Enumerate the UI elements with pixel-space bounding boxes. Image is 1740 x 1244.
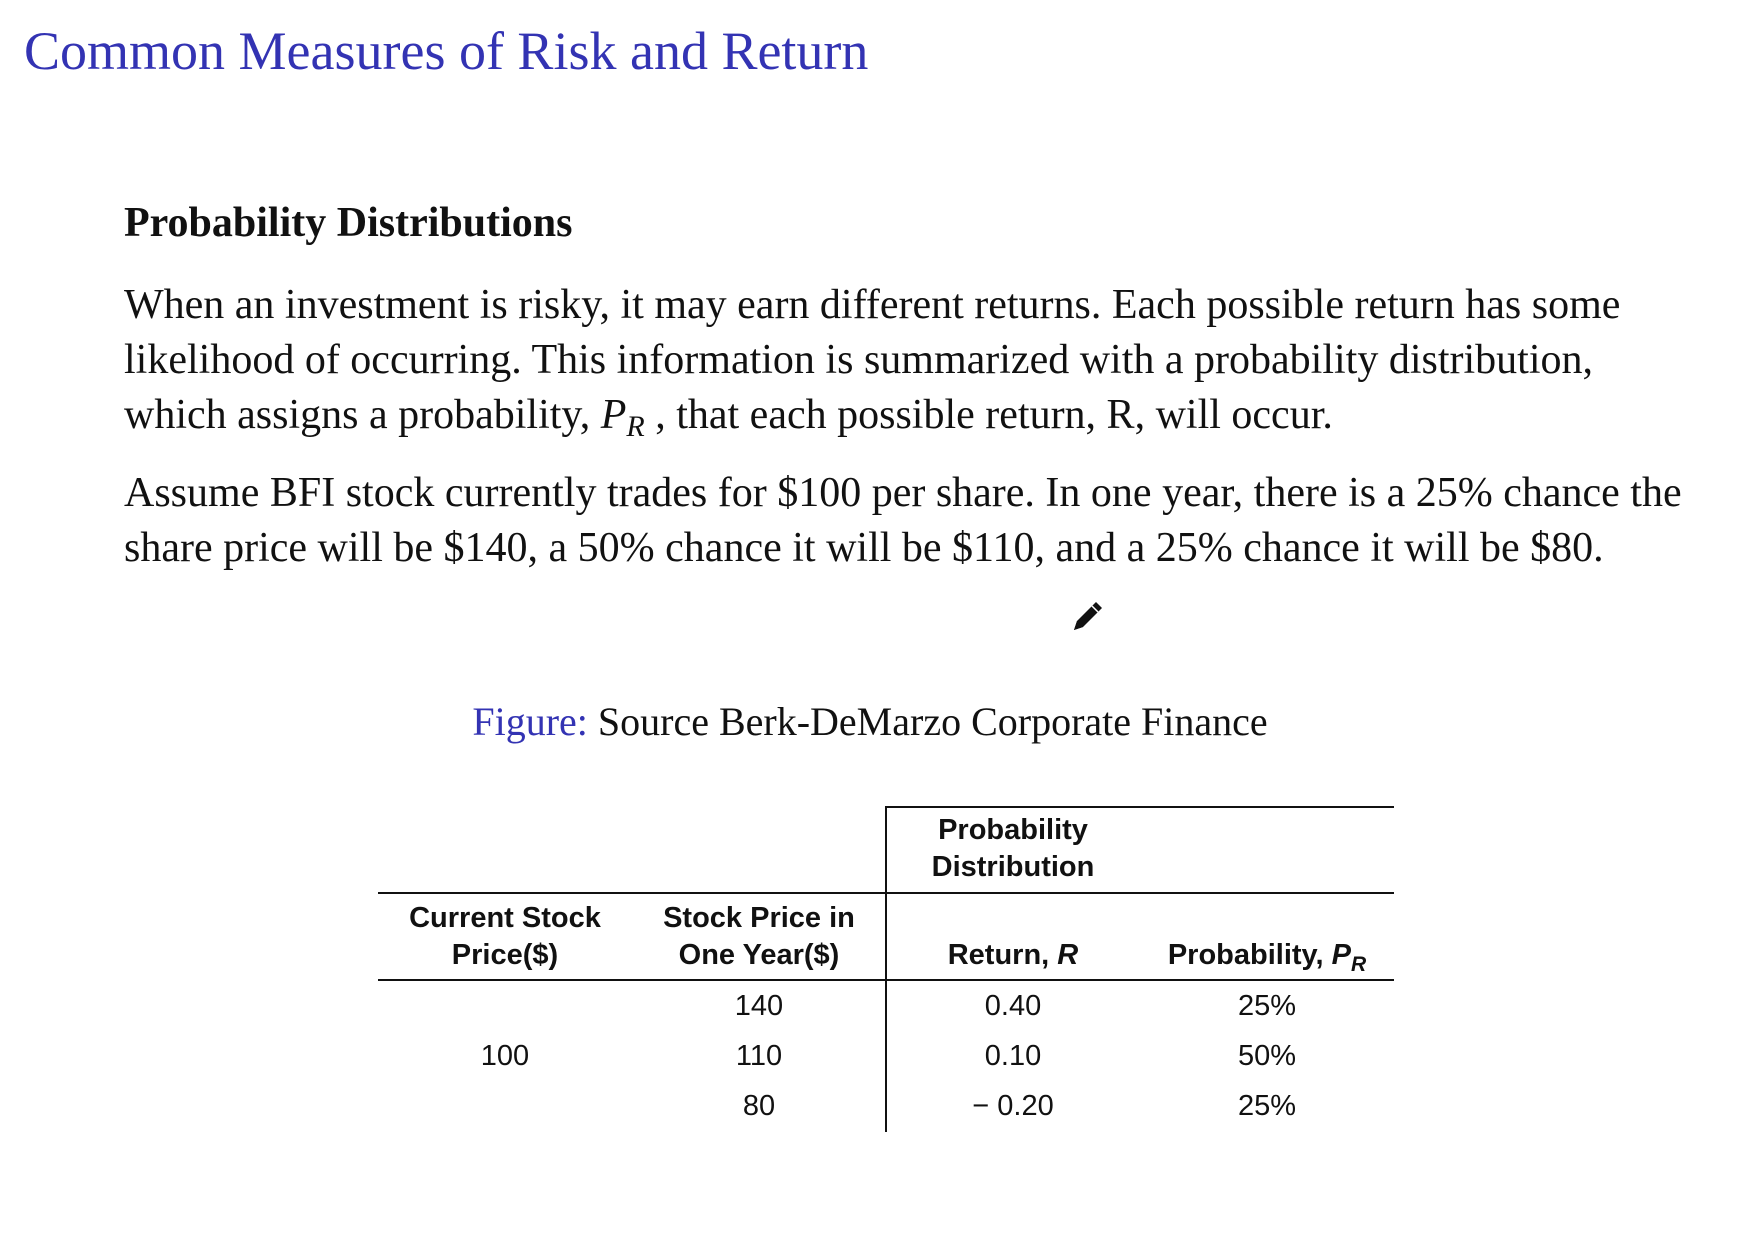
cell-future-price-row2: 110 xyxy=(735,1040,783,1072)
cell-return-row1: 0.40 xyxy=(984,990,1042,1022)
section-heading: Probability Distributions xyxy=(124,200,573,246)
column-header-probability-label: Probability, xyxy=(1167,939,1332,971)
paragraph-probability-definition: When an investment is risky, it may earn… xyxy=(124,278,1684,454)
probability-symbol-subscript: R xyxy=(626,410,645,443)
paragraph-bfi-example: Assume BFI stock currently trades for $1… xyxy=(124,470,1682,571)
probability-symbol: P xyxy=(600,392,627,438)
figure-source: Source Berk-DeMarzo Corporate Finance xyxy=(597,699,1268,744)
cell-probability-row1: 25% xyxy=(1237,990,1297,1022)
column-header-current-line2: Price($) xyxy=(451,939,559,971)
column-header-return: Return, R xyxy=(886,937,1140,974)
cell-return-row3: − 0.20 xyxy=(972,1090,1054,1122)
cell-current-price: 100 xyxy=(480,1040,530,1072)
group-header-line2: Distribution xyxy=(931,851,1095,883)
group-header-line1: Probability xyxy=(938,814,1088,846)
column-header-current-line1: Current Stock xyxy=(409,902,601,934)
column-header-current-price: Current Stock Price($) xyxy=(378,900,632,974)
table-vertical-divider xyxy=(885,806,887,1132)
column-header-future-line2: One Year($) xyxy=(678,939,840,971)
column-header-future-line1: Stock Price in xyxy=(663,902,855,934)
cell-future-price-row3: 80 xyxy=(742,1090,776,1122)
cell-future-price-row1: 140 xyxy=(734,990,784,1022)
table-top-rule xyxy=(886,806,1394,808)
column-header-probability-subscript: R xyxy=(1351,953,1367,976)
pencil-icon[interactable] xyxy=(1068,596,1108,636)
probability-distribution-table: Probability Distribution Current Stock P… xyxy=(378,806,1394,1132)
group-header-probability-distribution: Probability Distribution xyxy=(886,812,1140,886)
column-header-probability-symbol: P xyxy=(1331,939,1351,971)
figure-caption: Figure: Source Berk-DeMarzo Corporate Fi… xyxy=(0,700,1740,744)
column-header-return-symbol: R xyxy=(1057,939,1079,971)
figure-label: Figure: xyxy=(472,699,588,744)
cell-return-row2: 0.10 xyxy=(984,1040,1042,1072)
column-header-future-price: Stock Price in One Year($) xyxy=(632,900,886,974)
slide-title: Common Measures of Risk and Return xyxy=(24,21,869,81)
paragraph1-text-end: , that each possible return, R, will occ… xyxy=(644,392,1333,438)
cell-probability-row3: 25% xyxy=(1237,1090,1297,1122)
column-header-probability: Probability, PR xyxy=(1140,937,1394,983)
paragraph1-text-start: When an investment is risky, it may earn… xyxy=(124,282,1621,438)
column-header-return-label: Return, xyxy=(947,939,1058,971)
cell-probability-row2: 50% xyxy=(1237,1040,1297,1072)
